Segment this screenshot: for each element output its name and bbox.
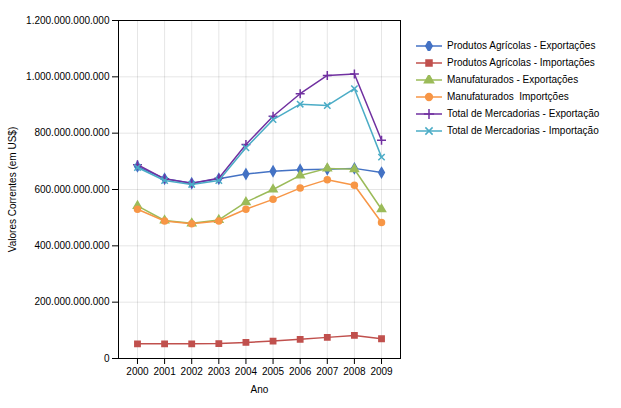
svg-text:2003: 2003 xyxy=(208,366,231,377)
svg-text:200.000.000.000: 200.000.000.000 xyxy=(34,296,110,307)
html-text:Produtos Agrícolas - Exportaçõ: Produtos Agrícolas - Exportações xyxy=(447,40,596,51)
svg-text:2002: 2002 xyxy=(181,366,204,377)
html-text:Produtos Agrícolas - Importaçõ: Produtos Agrícolas - Importações xyxy=(447,57,595,68)
svg-text:2000: 2000 xyxy=(126,366,149,377)
svg-text:1.200.000.000.000: 1.200.000.000.000 xyxy=(26,15,110,26)
svg-text:2008: 2008 xyxy=(343,366,366,377)
svg-text:2006: 2006 xyxy=(289,366,312,377)
svg-text:Ano: Ano xyxy=(251,384,269,395)
html-text:Manufaturados - Exportações: Manufaturados - Exportações xyxy=(447,74,579,85)
svg-text:800.000.000.000: 800.000.000.000 xyxy=(34,127,110,138)
html-text:Total de Mercadorias - Importa: Total de Mercadorias - Importação xyxy=(447,125,599,136)
svg-text:0: 0 xyxy=(104,353,110,364)
svg-text:1.000.000.000.000: 1.000.000.000.000 xyxy=(26,71,110,82)
svg-text:Valores Correntes (em US$): Valores Correntes (em US$) xyxy=(7,127,18,252)
svg-text:2001: 2001 xyxy=(153,366,176,377)
html-text:Manufaturados Importções: Manufaturados Importções xyxy=(447,91,569,102)
svg-text:2005: 2005 xyxy=(262,366,285,377)
svg-text:2004: 2004 xyxy=(235,366,258,377)
html-text:Total de Mercadorias - Exporta: Total de Mercadorias - Exportação xyxy=(447,108,600,119)
svg-text:400.000.000.000: 400.000.000.000 xyxy=(34,240,110,251)
svg-text:2009: 2009 xyxy=(370,366,393,377)
svg-text:600.000.000.000: 600.000.000.000 xyxy=(34,184,110,195)
svg-text:2007: 2007 xyxy=(316,366,339,377)
